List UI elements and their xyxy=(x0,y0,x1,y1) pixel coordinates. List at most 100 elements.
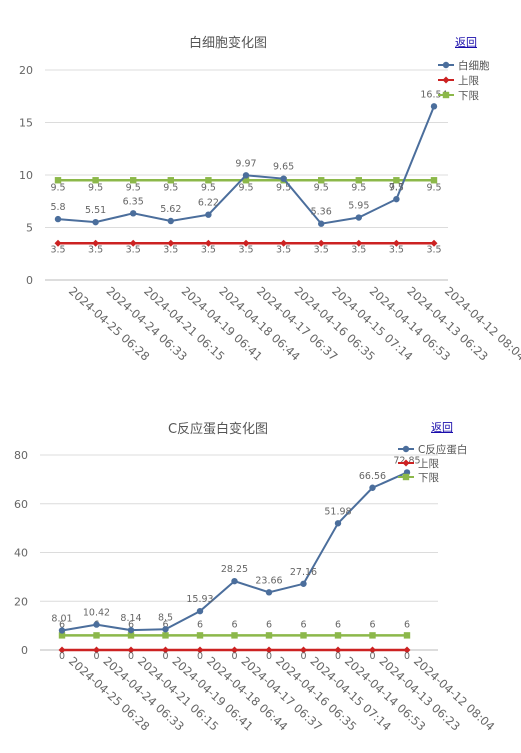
data-point xyxy=(54,177,62,184)
y-tick-label: 20 xyxy=(14,595,28,608)
back-link[interactable]: 返回 xyxy=(431,421,453,434)
data-point xyxy=(92,177,99,184)
data-point xyxy=(280,239,288,247)
data-point xyxy=(127,626,135,634)
legend-marker xyxy=(402,473,410,481)
data-point xyxy=(355,177,362,184)
data-point xyxy=(318,220,325,227)
back-link[interactable]: 返回 xyxy=(455,36,477,49)
data-label: 9.5 xyxy=(201,182,216,193)
y-tick-label: 10 xyxy=(19,169,33,182)
data-label: 0 xyxy=(162,651,168,662)
y-tick-label: 15 xyxy=(19,117,33,130)
data-point xyxy=(54,239,62,247)
data-label: 6.35 xyxy=(123,196,144,207)
data-label: 0 xyxy=(369,651,375,662)
data-point xyxy=(130,177,137,184)
data-label: 6 xyxy=(300,619,306,630)
data-label: 51.98 xyxy=(324,506,351,517)
data-point xyxy=(369,646,376,654)
data-label: 6 xyxy=(369,619,375,630)
data-point xyxy=(334,520,342,527)
legend-label: 下限 xyxy=(458,90,479,102)
data-point xyxy=(204,239,212,247)
data-label: 8.5 xyxy=(158,612,173,623)
data-point xyxy=(162,626,169,633)
data-label: 6 xyxy=(231,619,237,630)
data-point xyxy=(205,211,212,218)
data-label: 0 xyxy=(300,651,306,662)
data-point xyxy=(265,589,273,596)
data-label: 6.22 xyxy=(198,198,219,209)
data-label: 23.66 xyxy=(255,575,282,586)
data-label: 9.5 xyxy=(389,182,404,193)
data-point xyxy=(196,607,204,615)
data-label: 3.5 xyxy=(314,244,329,255)
data-point xyxy=(92,218,99,226)
data-label: 3.5 xyxy=(201,244,216,255)
data-label: 0 xyxy=(93,651,99,662)
y-tick-label: 0 xyxy=(26,274,33,287)
legend-label: 白细胞 xyxy=(458,59,490,72)
legend-marker xyxy=(442,61,450,69)
data-point xyxy=(300,646,307,654)
data-label: 3.5 xyxy=(163,244,178,255)
data-point xyxy=(369,632,376,639)
data-label: 3.5 xyxy=(276,244,291,255)
y-tick-label: 20 xyxy=(19,64,33,77)
data-point xyxy=(317,239,325,247)
data-label: 6 xyxy=(162,619,168,630)
data-label: 6 xyxy=(404,619,410,630)
data-label: 9.5 xyxy=(276,182,291,193)
data-point xyxy=(167,217,174,225)
data-label: 66.56 xyxy=(359,471,386,482)
data-label: 6 xyxy=(128,619,134,630)
data-label: 9.5 xyxy=(314,182,329,193)
data-label: 9.5 xyxy=(126,182,141,193)
data-point xyxy=(196,632,204,639)
data-label: 0 xyxy=(59,651,65,662)
data-label: 28.25 xyxy=(221,564,248,575)
wbc-chart-panel: 返回 白细胞变化图 0 5 10 15 20 2024-04-25 06:28 2024-04… xyxy=(0,0,521,375)
data-label: 8.14 xyxy=(120,613,141,624)
data-label: 3.5 xyxy=(50,244,65,255)
data-label: 6 xyxy=(335,619,341,630)
data-label: 8.01 xyxy=(51,613,72,624)
data-label: 0 xyxy=(128,651,134,662)
data-point xyxy=(58,646,66,654)
data-label: 5.62 xyxy=(160,204,181,215)
data-point xyxy=(93,632,100,639)
data-point xyxy=(403,646,411,654)
y-tick-label: 40 xyxy=(14,547,28,560)
data-point xyxy=(129,239,137,247)
legend-label: 上限 xyxy=(458,75,479,87)
y-tick-label: 80 xyxy=(14,449,28,462)
data-point xyxy=(162,646,169,654)
data-point xyxy=(392,239,400,247)
data-point xyxy=(231,632,238,639)
series-line-main xyxy=(61,471,408,632)
data-point xyxy=(265,646,273,654)
data-point xyxy=(130,210,137,217)
data-point xyxy=(242,239,250,247)
data-point xyxy=(127,632,135,639)
data-point xyxy=(369,484,376,491)
data-point xyxy=(334,632,342,639)
data-label: 9.65 xyxy=(273,162,294,173)
data-label: 9.5 xyxy=(50,182,65,193)
data-point xyxy=(231,577,238,585)
data-label: 3.5 xyxy=(238,244,253,255)
y-tick-label: 60 xyxy=(14,498,28,511)
legend-label: 下限 xyxy=(418,472,439,484)
data-point xyxy=(393,195,400,203)
data-point xyxy=(430,177,438,184)
data-point xyxy=(393,177,400,184)
chart-title: 白细胞变化图 xyxy=(189,35,267,51)
crp-chart-panel: 返回 C反应蛋白变化图 0 20 40 60 80 2024-04-25 06:28 2024… xyxy=(0,395,521,749)
data-label: 6 xyxy=(59,619,65,630)
data-label: 3.5 xyxy=(88,244,103,255)
data-point xyxy=(300,632,307,639)
data-label: 0 xyxy=(197,651,203,662)
